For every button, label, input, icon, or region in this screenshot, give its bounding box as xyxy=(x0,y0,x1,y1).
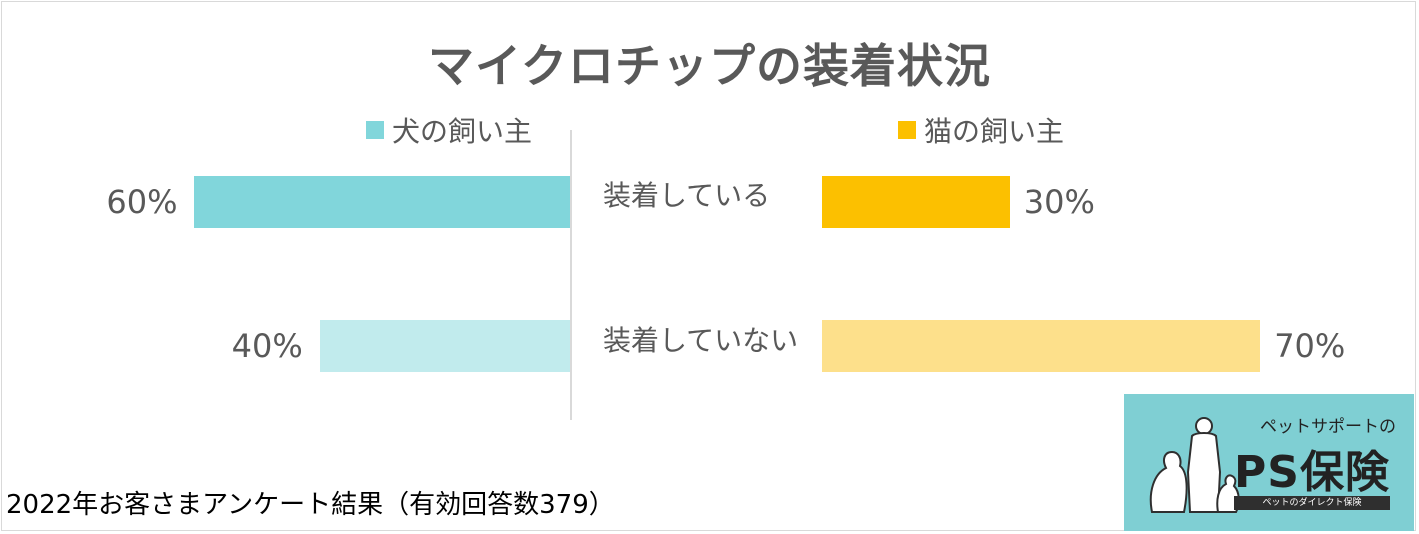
legend-swatch-cat xyxy=(898,121,916,139)
chart-title: マイクロチップの装着状況 xyxy=(427,39,992,93)
category-label-not-attached: 装着していない xyxy=(603,324,799,357)
dog-bar-attached xyxy=(194,176,570,228)
logo-small-text: ペットサポートの xyxy=(1260,417,1396,437)
logo-brand: PS保険 xyxy=(1234,447,1390,498)
cat-bar-attached xyxy=(822,176,1010,228)
category-label-attached: 装着している xyxy=(603,179,771,212)
legend-cat: 猫の飼い主 xyxy=(898,110,1064,150)
dog-value-label-attached: 60% xyxy=(106,183,178,221)
center-axis-line xyxy=(570,130,572,420)
cat-bar-not-attached xyxy=(822,320,1261,372)
logo-tagline: ペットのダイレクト保険 xyxy=(1234,496,1390,510)
survey-footnote: 2022年お客さまアンケート結果（有効回答数379） xyxy=(6,490,615,520)
legend-label-dog: 犬の飼い主 xyxy=(392,115,533,148)
pet-owner-illustration-icon xyxy=(1149,417,1240,513)
dog-bar-not-attached xyxy=(319,320,570,372)
cat-value-label-not-attached: 70% xyxy=(1274,327,1346,365)
legend-swatch-dog xyxy=(366,121,384,139)
cat-value-label-attached: 30% xyxy=(1023,183,1095,221)
legend-label-cat: 猫の飼い主 xyxy=(924,115,1065,148)
ps-hoken-logo: ペットサポートの PS保険 ペットのダイレクト保険 xyxy=(1124,394,1414,531)
dog-value-label-not-attached: 40% xyxy=(231,327,303,365)
legend-dog: 犬の飼い主 xyxy=(366,110,532,150)
